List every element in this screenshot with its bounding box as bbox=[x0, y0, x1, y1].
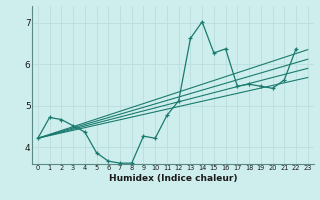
X-axis label: Humidex (Indice chaleur): Humidex (Indice chaleur) bbox=[108, 174, 237, 183]
